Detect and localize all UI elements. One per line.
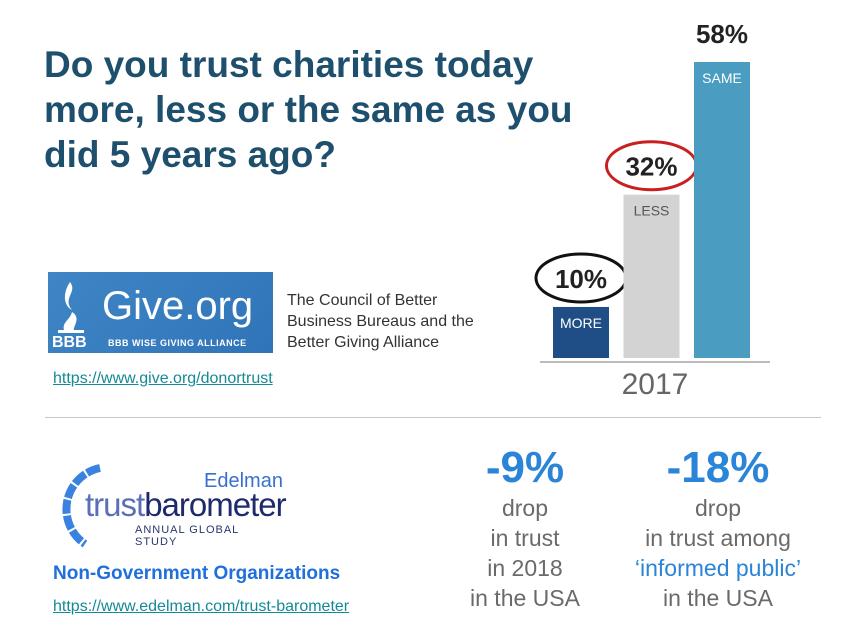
trustbarometer-wordmark: trustbarometer [85, 486, 287, 524]
x-axis-label: 2017 [622, 368, 689, 401]
description-line: Better Giving Alliance [287, 334, 440, 351]
bar-value-label: 10% [555, 264, 607, 294]
bar-same [694, 62, 750, 358]
give-org-logo: Give.org BBB BBB WISE GIVING ALLIANCE [48, 272, 273, 353]
give-link[interactable]: https://www.give.org/donortrust [53, 370, 273, 387]
give-description: The Council of Better Business Bureaus a… [287, 290, 474, 353]
edelman-sub: ANNUAL GLOBAL STUDY [135, 524, 239, 548]
bar-value-label: 32% [625, 152, 677, 182]
bar-less [623, 194, 680, 358]
ngo-heading: Non-Government Organizations [53, 563, 341, 584]
bar-chart: MORE 10% LESS 32% SAME 58% 2017 [534, 19, 770, 401]
barometer-word: barometer [144, 486, 286, 523]
stat-value: -9% [485, 443, 565, 492]
bbb-logo-text: BBB [52, 334, 87, 351]
stat-line-highlight: ‘informed public’ [634, 555, 802, 581]
stat-value: -18% [666, 443, 770, 492]
stat-line: in the USA [470, 585, 580, 611]
page-title: Do you trust charities today more, less … [44, 44, 573, 175]
torch-icon [58, 282, 84, 333]
stat-block-informed: -18% drop in trust among ‘informed publi… [608, 443, 828, 613]
trust-word: trust [85, 486, 145, 523]
bar-category-label: SAME [702, 70, 742, 86]
bar-value-label: 58% [696, 19, 748, 49]
edelman-brand: Edelman [204, 470, 283, 492]
description-line: The Council of Better [287, 292, 438, 309]
stat-line: drop [501, 495, 549, 521]
stat-line: in the USA [663, 585, 773, 611]
edelman-logo: Edelman trustbarometer ANNUAL GLOBAL STU… [45, 460, 287, 550]
stat-line: in trust [490, 525, 560, 551]
description-line: Business Bureaus and the [287, 313, 474, 330]
arc-icon [62, 464, 101, 548]
give-logo-sub: BBB WISE GIVING ALLIANCE [108, 338, 247, 348]
bar-category-label: LESS [634, 203, 670, 219]
give-logo-text: Give.org [102, 284, 254, 328]
edelman-link[interactable]: https://www.edelman.com/trust-barometer [53, 598, 350, 615]
stat-line: drop [694, 495, 742, 521]
stat-block-2018: -9% drop in trust in 2018 in the USA [445, 443, 605, 613]
stat-line: in trust among [645, 525, 791, 551]
divider [45, 417, 821, 418]
bar-more [553, 306, 609, 358]
bar-category-label: MORE [560, 315, 602, 331]
stat-line: in 2018 [487, 555, 563, 581]
